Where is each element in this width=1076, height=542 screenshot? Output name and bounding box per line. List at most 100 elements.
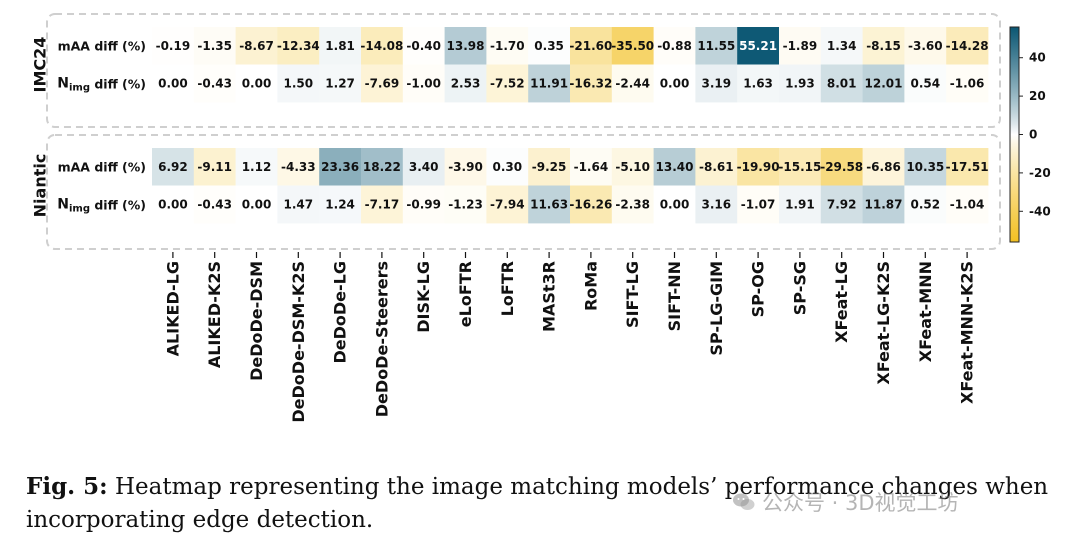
- heatmap-cell: [277, 185, 320, 224]
- group-label-imc24: IMC24: [31, 37, 50, 93]
- column-label: ALIKED-LG: [163, 261, 182, 356]
- cell-value: -9.11: [197, 160, 232, 174]
- heatmap-cell: [862, 185, 905, 224]
- column-label: ALIKED-K2S: [205, 261, 224, 368]
- caption-label: Fig. 5:: [26, 473, 108, 500]
- heatmap-cell: [779, 185, 822, 224]
- cell-value: 1.63: [743, 76, 773, 90]
- cell-value: -1.23: [448, 197, 483, 211]
- heatmap-cell: [570, 148, 613, 186]
- colorbar-tick-label: 40: [1029, 51, 1046, 65]
- heatmap-cell: [946, 64, 989, 103]
- column-label: XFeat-MNN: [916, 261, 935, 362]
- heatmap-cell: [277, 64, 320, 103]
- row-label-rest: diff (%): [90, 197, 146, 212]
- group-box-niantic: [46, 134, 1001, 250]
- heatmap-cell: [402, 64, 445, 103]
- cell-value: -16.32: [569, 76, 612, 90]
- heatmap-cell: [820, 185, 863, 224]
- cell-value: -9.25: [532, 160, 567, 174]
- cell-value: -21.60: [569, 39, 612, 53]
- cell-value: -16.26: [569, 197, 612, 211]
- heatmap-cell: [779, 64, 822, 103]
- column-label: XFeat-MNN-K2S: [958, 261, 977, 404]
- colorbar-tick-label: 0: [1029, 128, 1037, 142]
- cell-value: 8.01: [827, 76, 857, 90]
- cell-value: 0.00: [242, 76, 272, 90]
- heatmap-cell: [152, 185, 195, 224]
- cell-value: 11.91: [530, 76, 568, 90]
- heatmap-cell: [235, 148, 278, 186]
- column-label: MASt3R: [540, 261, 559, 332]
- column-label: SIFT-NN: [665, 261, 684, 331]
- cell-value: -1.06: [950, 76, 985, 90]
- heatmap-cell: [193, 148, 236, 186]
- cell-value: -8.61: [699, 160, 734, 174]
- cell-value: -0.19: [156, 39, 191, 53]
- heatmap-cell: [862, 64, 905, 103]
- cell-value: -0.88: [657, 39, 692, 53]
- column-label: DeDoDe-Steerers: [372, 261, 391, 417]
- heatmap-cell: [528, 64, 571, 103]
- colorbar-tick-label: -40: [1029, 204, 1051, 218]
- cell-value: -2.38: [615, 197, 650, 211]
- cell-value: -1.04: [950, 197, 985, 211]
- heatmap-cell: [820, 27, 863, 65]
- heatmap-cell: [570, 27, 613, 65]
- cell-value: -35.50: [611, 39, 654, 53]
- column-label: SP-SG: [790, 261, 809, 315]
- heatmap-cell: [653, 64, 696, 103]
- cell-value: -8.15: [866, 39, 901, 53]
- cell-value: 0.00: [158, 76, 188, 90]
- row-label: Nimg diff (%): [57, 196, 146, 214]
- heatmap-cell: [528, 185, 571, 224]
- heatmap-cell: [653, 148, 696, 186]
- cell-value: -0.99: [406, 197, 441, 211]
- cell-value: 6.92: [158, 160, 188, 174]
- heatmap-cell: [152, 148, 195, 186]
- cell-value: 0.52: [910, 197, 940, 211]
- column-label: SP-OG: [749, 261, 768, 317]
- cell-value: 11.87: [865, 197, 903, 211]
- heatmap-cell: [695, 27, 738, 65]
- cell-value: -0.40: [406, 39, 441, 53]
- heatmap-cell: [737, 64, 780, 103]
- heatmap-cell: [737, 148, 780, 186]
- heatmap-cell: [528, 27, 571, 65]
- heatmap-cell: [444, 27, 487, 65]
- heatmap-cell: [193, 185, 236, 224]
- cell-value: 1.93: [785, 76, 815, 90]
- cell-value: -1.89: [783, 39, 818, 53]
- heatmap-cell: [277, 148, 320, 186]
- heatmap-cell: [946, 27, 989, 65]
- colorbar-tick-label: 20: [1029, 89, 1046, 103]
- heatmap-cell: [319, 27, 362, 65]
- heatmap-cell: [193, 27, 236, 65]
- watermark-text: 公众号 · 3D视觉工坊: [762, 491, 959, 515]
- heatmap-cell: [904, 148, 947, 186]
- heatmap-cell: [486, 27, 529, 65]
- cell-value: -0.43: [197, 76, 232, 90]
- wechat-icon: [733, 493, 755, 510]
- cell-value: 1.27: [325, 76, 355, 90]
- heatmap-cell: [779, 27, 822, 65]
- row-label: Nimg diff (%): [57, 75, 146, 93]
- cell-value: 0.00: [158, 197, 188, 211]
- row-label-sub: img: [69, 82, 90, 93]
- watermark: 公众号 · 3D视觉工坊: [732, 487, 959, 517]
- cell-value: -7.94: [490, 197, 525, 211]
- cell-value: 0.00: [242, 197, 272, 211]
- heatmap-cell: [361, 27, 404, 65]
- heatmap-cell: [402, 148, 445, 186]
- cell-value: -2.44: [615, 76, 650, 90]
- heatmap-cell: [862, 148, 905, 186]
- cell-value: 10.35: [906, 160, 944, 174]
- cell-value: 7.92: [827, 197, 857, 211]
- cell-value: 1.34: [827, 39, 857, 53]
- heatmap-cell: [820, 64, 863, 103]
- heatmap-cell: [235, 185, 278, 224]
- cell-value: 0.35: [534, 39, 564, 53]
- cell-value: 0.00: [660, 76, 690, 90]
- heatmap-cell: [361, 64, 404, 103]
- heatmap-cell: [361, 148, 404, 186]
